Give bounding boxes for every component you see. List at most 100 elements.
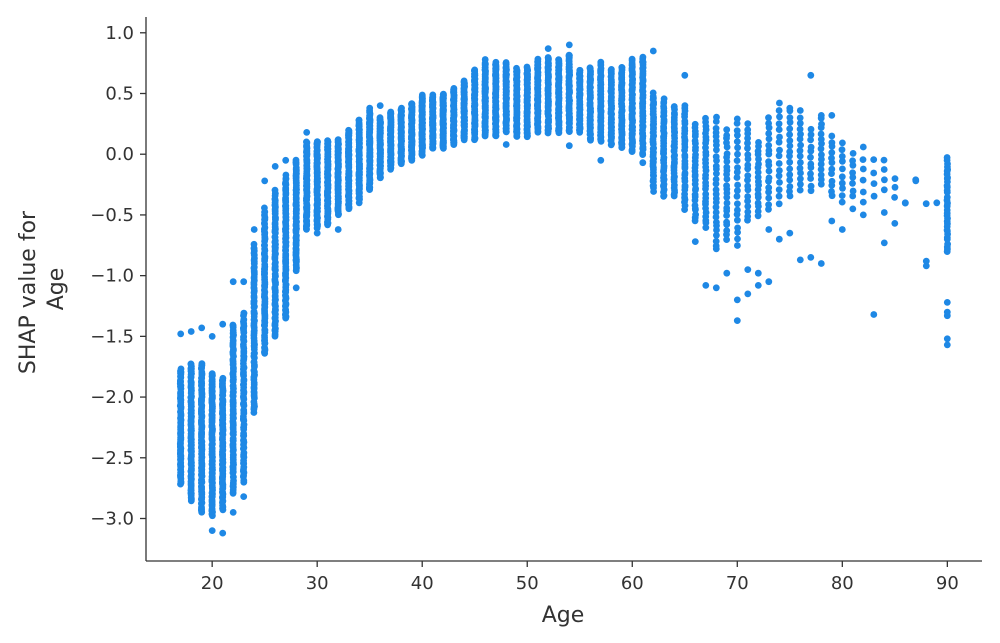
data-point	[786, 104, 794, 112]
data-point	[733, 317, 741, 324]
data-point	[744, 139, 751, 147]
data-point	[208, 333, 216, 340]
data-point	[523, 63, 531, 71]
data-point	[744, 208, 752, 216]
data-point	[807, 143, 815, 151]
data-point	[250, 226, 258, 233]
data-point	[796, 152, 804, 160]
data-point	[807, 170, 814, 178]
data-point	[828, 154, 835, 162]
data-point	[723, 163, 731, 171]
data-point	[891, 220, 899, 227]
data-point	[859, 143, 867, 151]
data-point	[817, 171, 825, 179]
data-point	[891, 183, 899, 191]
data-point	[765, 120, 772, 127]
data-point	[828, 217, 836, 225]
data-point	[933, 199, 941, 207]
data-point	[744, 193, 752, 200]
data-point	[534, 55, 542, 63]
data-point	[271, 163, 279, 170]
data-point	[565, 142, 573, 150]
data-point	[723, 182, 730, 190]
data-point	[880, 186, 888, 194]
data-point	[754, 190, 762, 198]
data-point	[786, 171, 794, 179]
data-point	[776, 133, 783, 141]
data-point	[712, 245, 720, 253]
data-point	[786, 125, 794, 133]
data-point	[796, 125, 804, 133]
data-point	[817, 145, 825, 153]
data-point	[859, 198, 867, 206]
data-point	[807, 160, 815, 168]
data-point	[765, 142, 773, 149]
data-point	[765, 278, 773, 286]
data-point	[723, 126, 731, 134]
data-point	[765, 194, 773, 202]
data-point	[450, 85, 458, 92]
data-point	[734, 144, 741, 152]
data-point	[765, 201, 772, 209]
data-point	[828, 112, 836, 119]
data-point	[282, 314, 290, 322]
data-point	[198, 360, 206, 367]
data-point	[744, 203, 752, 210]
data-point	[649, 89, 657, 97]
data-point	[838, 173, 846, 181]
data-point	[754, 269, 762, 277]
data-point	[376, 102, 384, 109]
data-point	[870, 311, 878, 318]
data-point	[398, 104, 405, 112]
data-point	[733, 192, 741, 200]
data-point	[282, 156, 290, 164]
data-point	[734, 187, 741, 195]
data-point	[502, 59, 510, 66]
data-point	[240, 278, 248, 286]
data-point	[828, 188, 835, 195]
data-point	[355, 116, 363, 124]
data-point	[849, 169, 856, 177]
data-point	[576, 67, 584, 74]
data-point	[744, 126, 752, 134]
data-point	[240, 493, 248, 500]
data-point	[817, 260, 825, 267]
data-point	[440, 90, 447, 98]
data-point	[807, 136, 814, 144]
data-point	[649, 47, 657, 55]
data-point	[839, 184, 846, 192]
data-point	[754, 169, 762, 176]
data-point	[859, 211, 867, 219]
data-point	[944, 240, 951, 248]
data-point	[754, 208, 762, 215]
data-point	[807, 131, 815, 139]
data-point	[208, 527, 216, 534]
data-point	[712, 176, 720, 183]
data-point	[355, 199, 363, 207]
data-point	[366, 104, 374, 112]
data-point	[713, 146, 720, 154]
data-point	[744, 266, 752, 273]
y-axis-title-line-1: SHAP value for	[16, 210, 41, 374]
y-tick-label: −0.5	[90, 205, 134, 226]
data-point	[796, 164, 804, 172]
data-point	[775, 235, 783, 243]
data-point	[744, 120, 752, 128]
data-point	[828, 177, 836, 185]
data-point	[733, 296, 741, 304]
data-point	[744, 151, 752, 159]
data-point	[807, 125, 815, 133]
data-point	[807, 254, 815, 261]
data-point	[597, 58, 605, 66]
data-point	[817, 112, 825, 119]
data-point	[639, 159, 647, 167]
data-point	[261, 204, 268, 212]
data-point	[681, 169, 689, 177]
data-point	[776, 167, 783, 174]
data-point	[733, 138, 741, 146]
data-point	[922, 257, 930, 265]
data-point	[744, 134, 751, 142]
data-point	[702, 114, 709, 122]
data-point	[313, 138, 321, 146]
data-point	[345, 127, 353, 135]
